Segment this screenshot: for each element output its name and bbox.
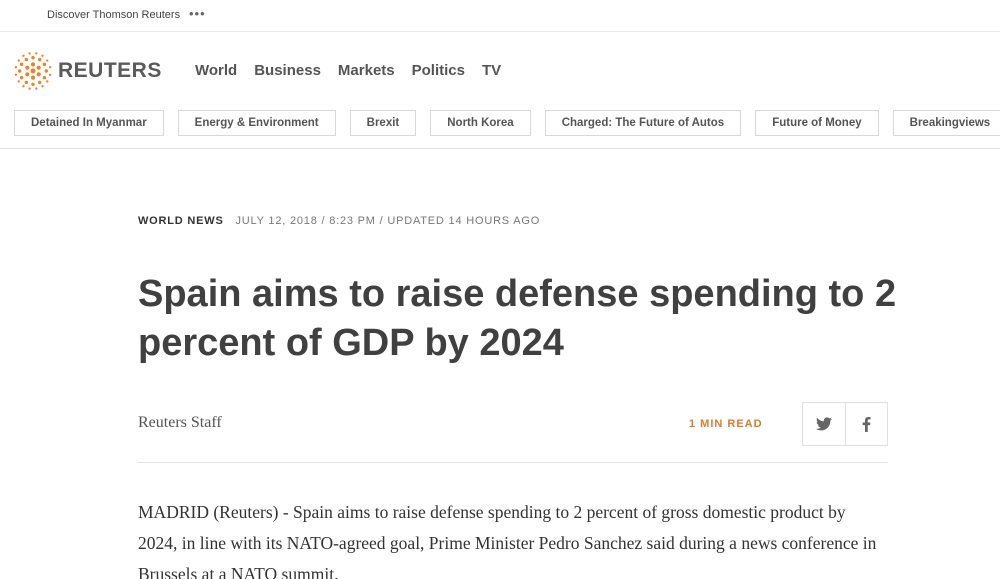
nav-item-politics[interactable]: Politics bbox=[411, 62, 465, 79]
trending-topics-bar: Detained In Myanmar Energy & Environment… bbox=[14, 110, 1000, 136]
read-time: 1 MIN READ bbox=[689, 418, 763, 430]
more-options-icon[interactable]: ••• bbox=[189, 6, 206, 21]
top-utility-bar: Discover Thomson Reuters ••• bbox=[0, 0, 1000, 32]
topic-future-of-autos[interactable]: Charged: The Future of Autos bbox=[544, 110, 742, 136]
nav-item-markets[interactable]: Markets bbox=[337, 62, 395, 79]
topic-detained-in-myanmar[interactable]: Detained In Myanmar bbox=[14, 110, 164, 136]
twitter-icon bbox=[815, 417, 832, 431]
topic-north-korea[interactable]: North Korea bbox=[430, 110, 531, 136]
nav-item-business[interactable]: Business bbox=[254, 62, 321, 79]
header-divider bbox=[0, 148, 1000, 149]
share-buttons bbox=[802, 402, 888, 446]
main-nav: World Business Markets Politics TV bbox=[195, 62, 518, 79]
twitter-share-button[interactable] bbox=[803, 403, 845, 445]
facebook-share-button[interactable] bbox=[844, 403, 887, 445]
reuters-wordmark: REUTERS bbox=[58, 59, 162, 82]
reuters-dot-logo-icon bbox=[14, 52, 52, 90]
nav-item-world[interactable]: World bbox=[195, 62, 238, 79]
topic-future-of-money[interactable]: Future of Money bbox=[755, 110, 879, 136]
article-kicker: WORLD NEWS JULY 12, 2018 / 8:23 PM / UPD… bbox=[138, 215, 540, 227]
article-dateline: JULY 12, 2018 / 8:23 PM / UPDATED 14 HOU… bbox=[235, 215, 541, 227]
topic-brexit[interactable]: Brexit bbox=[349, 110, 417, 136]
topic-energy-environment[interactable]: Energy & Environment bbox=[177, 110, 336, 136]
article-headline: Spain aims to raise defense spending to … bbox=[138, 273, 897, 364]
topic-breakingviews[interactable]: Breakingviews bbox=[892, 110, 1000, 136]
article-author[interactable]: Reuters Staff bbox=[138, 414, 222, 431]
article-body-paragraph: MADRID (Reuters) - Spain aims to raise d… bbox=[138, 502, 877, 579]
discover-thomson-reuters-link[interactable]: Discover Thomson Reuters bbox=[47, 9, 181, 21]
nav-item-tv[interactable]: TV bbox=[481, 62, 502, 79]
reuters-logo[interactable]: REUTERS bbox=[14, 52, 162, 90]
byline-divider bbox=[138, 462, 888, 463]
facebook-icon bbox=[862, 416, 871, 432]
section-label[interactable]: WORLD NEWS bbox=[138, 215, 224, 227]
